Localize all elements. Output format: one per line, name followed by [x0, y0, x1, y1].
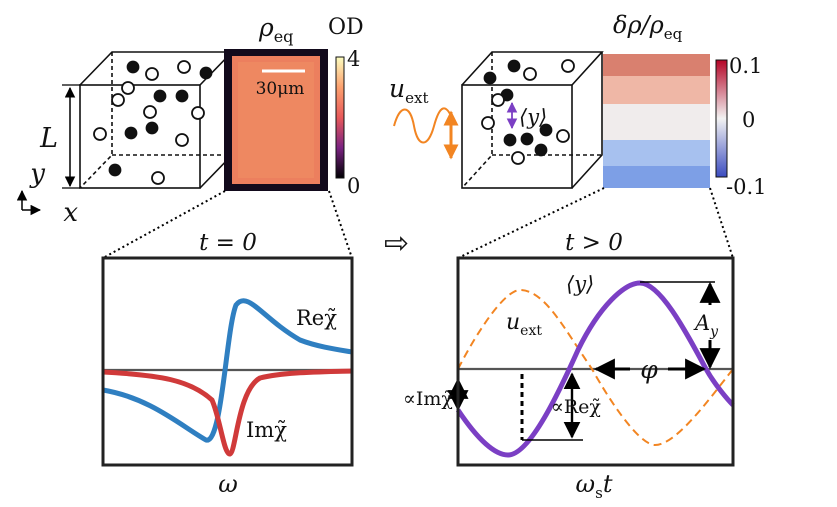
diff-tick-bottom: -0.1	[726, 175, 767, 199]
drive-label: uext	[389, 74, 428, 107]
right-particles	[481, 59, 575, 165]
phase-label: φ	[640, 355, 658, 384]
od-colorbar	[335, 56, 345, 179]
axis-x-label: x	[63, 198, 78, 228]
zoom-line-right-2	[709, 187, 734, 259]
diff-image-upper	[603, 76, 710, 104]
diff-colorbar	[715, 59, 728, 178]
re-chi-curve	[102, 298, 353, 443]
diff-image-bottom	[603, 166, 710, 188]
zoom-line-left-1	[102, 190, 226, 259]
diff-title: δρ/ρeq	[613, 11, 683, 43]
im-chi-label: Imχ̃	[246, 418, 287, 442]
diff-tick-top: 0.1	[729, 54, 762, 78]
axis-y-label: y	[29, 159, 45, 189]
diff-tick-mid: 0	[742, 108, 755, 132]
od-tick-top: 4	[347, 47, 360, 71]
left-plot-frame	[101, 256, 354, 467]
left-plot	[101, 256, 354, 467]
re-prop-label: ∝Reχ̃	[551, 396, 601, 418]
zoom-line-right-1	[457, 187, 605, 259]
mean-position-label: ⟨y⟩	[519, 105, 547, 129]
amp-label: Ay	[693, 311, 719, 340]
left-plot-xlabel: ω	[218, 470, 238, 498]
re-chi-label: Reχ̃	[296, 306, 337, 330]
right-plot	[447, 256, 735, 467]
drive-curve	[457, 288, 734, 447]
im-chi-curve	[102, 368, 353, 457]
scale-bar-label: 30μm	[256, 79, 305, 99]
left-particles	[93, 60, 213, 185]
drive-wave	[393, 107, 453, 144]
im-prop-label: ∝Imχ̃	[403, 388, 453, 410]
diff-image-top	[603, 54, 710, 76]
transition-arrow: ⇨	[384, 226, 409, 261]
right-cube	[461, 51, 604, 189]
right-plot-xlabel: ωst	[576, 470, 613, 502]
curve-mean-label: ⟨y⟩	[566, 272, 594, 296]
zoom-line-left-2	[328, 190, 353, 259]
left-plot-title: t = 0	[199, 230, 257, 256]
right-plot-frame	[456, 256, 735, 467]
density-image-core	[238, 62, 314, 178]
right-plot-title: t > 0	[565, 230, 623, 256]
diff-image-lower	[603, 140, 710, 166]
axis-l-label: L	[39, 123, 58, 154]
od-colorbar-label: OD	[328, 15, 364, 40]
curve-drive-label: uext	[506, 310, 542, 339]
od-tick-bottom: 0	[347, 174, 360, 198]
density-title: ρeq	[258, 13, 293, 46]
